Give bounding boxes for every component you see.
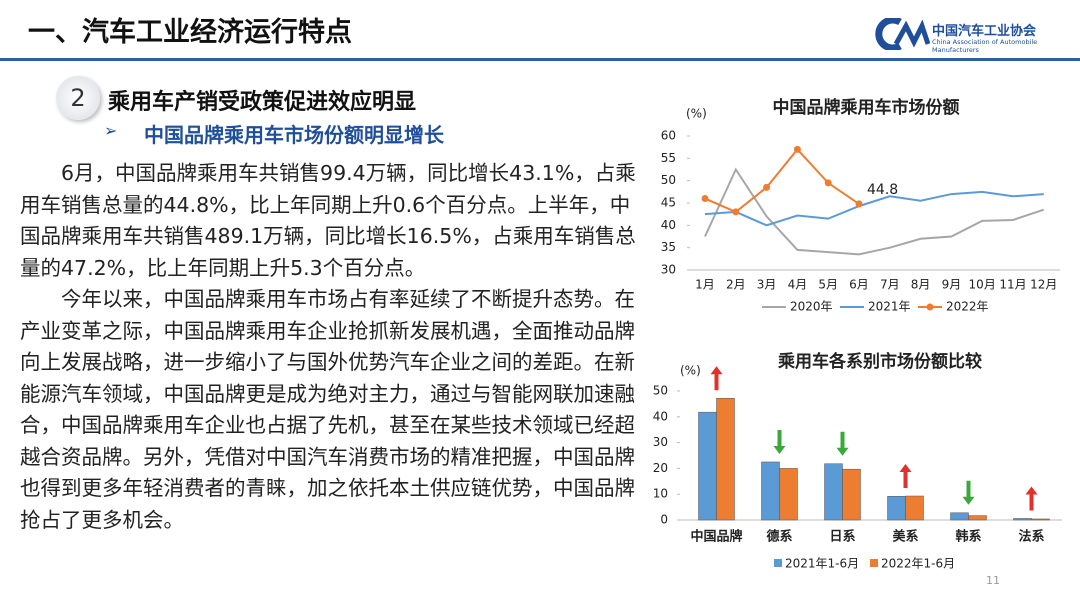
x-tick-label: 6月	[849, 278, 869, 292]
trend-arrow	[1025, 486, 1038, 511]
legend-label: 2020年	[790, 300, 833, 314]
legend-label: 2021年	[868, 300, 911, 314]
org-name: 中国汽车工业协会	[932, 24, 1037, 39]
bar	[905, 495, 924, 521]
trend-arrow	[710, 366, 723, 391]
trend-arrow	[899, 464, 912, 489]
paragraph: 6月，中国品牌乘用车共销售99.4万辆，同比增长43.1%，占乘用车销售总量的4…	[20, 161, 636, 280]
bar	[887, 496, 906, 521]
bullet: ➢	[104, 121, 118, 140]
y-tick-label: 30	[653, 435, 668, 449]
logo	[875, 18, 930, 50]
section-heading: 乘用车产销受政策促进效应明显	[108, 90, 417, 115]
marker	[763, 183, 771, 191]
x-tick-label: 8月	[911, 278, 931, 292]
marker	[701, 195, 709, 203]
bar	[1031, 518, 1050, 521]
x-tick-label: 法系	[1018, 529, 1044, 545]
page-number: 11	[986, 574, 1000, 587]
bar	[698, 411, 717, 521]
y-axis-label: (%)	[680, 364, 701, 378]
bar	[716, 397, 735, 521]
paragraph: 今年以来，中国品牌乘用车市场占有率延续了不断提升态势。在产业变革之际，中国品牌乘…	[20, 287, 635, 532]
x-tick-label: 12月	[1030, 278, 1057, 292]
legend-label: 2022年1-6月	[881, 557, 955, 571]
y-tick-label: 10	[653, 487, 668, 501]
marker	[793, 145, 801, 153]
bar	[779, 468, 798, 521]
bar	[761, 461, 780, 521]
bar	[824, 463, 843, 521]
x-tick-label: 美系	[892, 529, 918, 545]
marker	[824, 179, 832, 187]
legend-label: 2021年1-6月	[785, 557, 859, 571]
x-tick-label: 4月	[788, 278, 808, 292]
y-axis-label: (%)	[686, 107, 707, 121]
x-tick-label: 11月	[999, 278, 1026, 292]
section-subheading: 中国品牌乘用车市场份额明显增长	[144, 123, 444, 147]
chart-title: 中国品牌乘用车市场份额	[773, 97, 960, 118]
chart-title: 乘用车各系别市场份额比较	[777, 351, 982, 372]
x-tick-label: 日系	[829, 529, 855, 545]
y-tick-label: 50	[661, 173, 676, 187]
marker	[732, 208, 740, 216]
x-tick-label: 中国品牌	[690, 529, 742, 545]
trend-arrow	[836, 431, 849, 456]
header-rule	[0, 58, 1080, 61]
y-tick-label: 0	[660, 513, 668, 527]
trend-arrow	[962, 480, 975, 505]
legend-swatch	[774, 559, 782, 567]
line-series	[704, 167, 1045, 256]
x-tick-label: 7月	[880, 278, 900, 292]
y-tick-label: 50	[653, 384, 668, 398]
legend-marker	[926, 303, 934, 311]
trend-arrow	[773, 429, 786, 454]
x-tick-label: 韩系	[955, 529, 981, 545]
x-tick-label: 2月	[726, 278, 746, 292]
legend-swatch	[870, 559, 878, 567]
y-tick-label: 40	[653, 409, 668, 423]
bar	[968, 515, 987, 521]
bar	[950, 512, 969, 521]
y-tick-label: 40	[661, 218, 676, 232]
legend-label: 2022年	[946, 300, 989, 314]
line-series	[704, 190, 1044, 227]
section-number: 2	[56, 76, 100, 120]
x-tick-label: 3月	[757, 278, 777, 292]
x-tick-label: 10月	[969, 278, 996, 292]
x-tick-label: 5月	[818, 278, 838, 292]
line-series	[704, 147, 860, 214]
body-text: 6月，中国品牌乘用车共销售99.4万辆，同比增长43.1%，占乘用车销售总量的4…	[20, 158, 646, 536]
y-tick-label: 20	[653, 461, 668, 475]
x-tick-label: 9月	[942, 278, 962, 292]
y-tick-label: 30	[661, 263, 676, 277]
org-name-en: China Association of Automobile Manufact…	[932, 38, 1038, 54]
annotation: 44.8	[867, 182, 898, 198]
marker	[855, 200, 863, 208]
y-tick-label: 45	[661, 196, 676, 210]
x-tick-label: 1月	[695, 278, 715, 292]
y-tick-label: 55	[661, 151, 676, 165]
y-tick-label: 60	[661, 129, 676, 143]
y-tick-label: 35	[661, 240, 676, 254]
line-chart: 中国品牌乘用车市场份额 (%) 30 35 40 45 50 55 60 1月 2月 3月 4月 5月 6月…	[661, 97, 1060, 314]
x-tick-label: 德系	[766, 529, 792, 545]
slide-title: 一、汽车工业经济运行特点	[28, 17, 352, 48]
bar	[842, 468, 861, 521]
bar-chart: 乘用车各系别市场份额比较 (%) 0 10 20 30 40 50 中国品牌 德系 日系 美系 韩系 法系…	[653, 351, 1062, 571]
bar	[1013, 518, 1032, 521]
